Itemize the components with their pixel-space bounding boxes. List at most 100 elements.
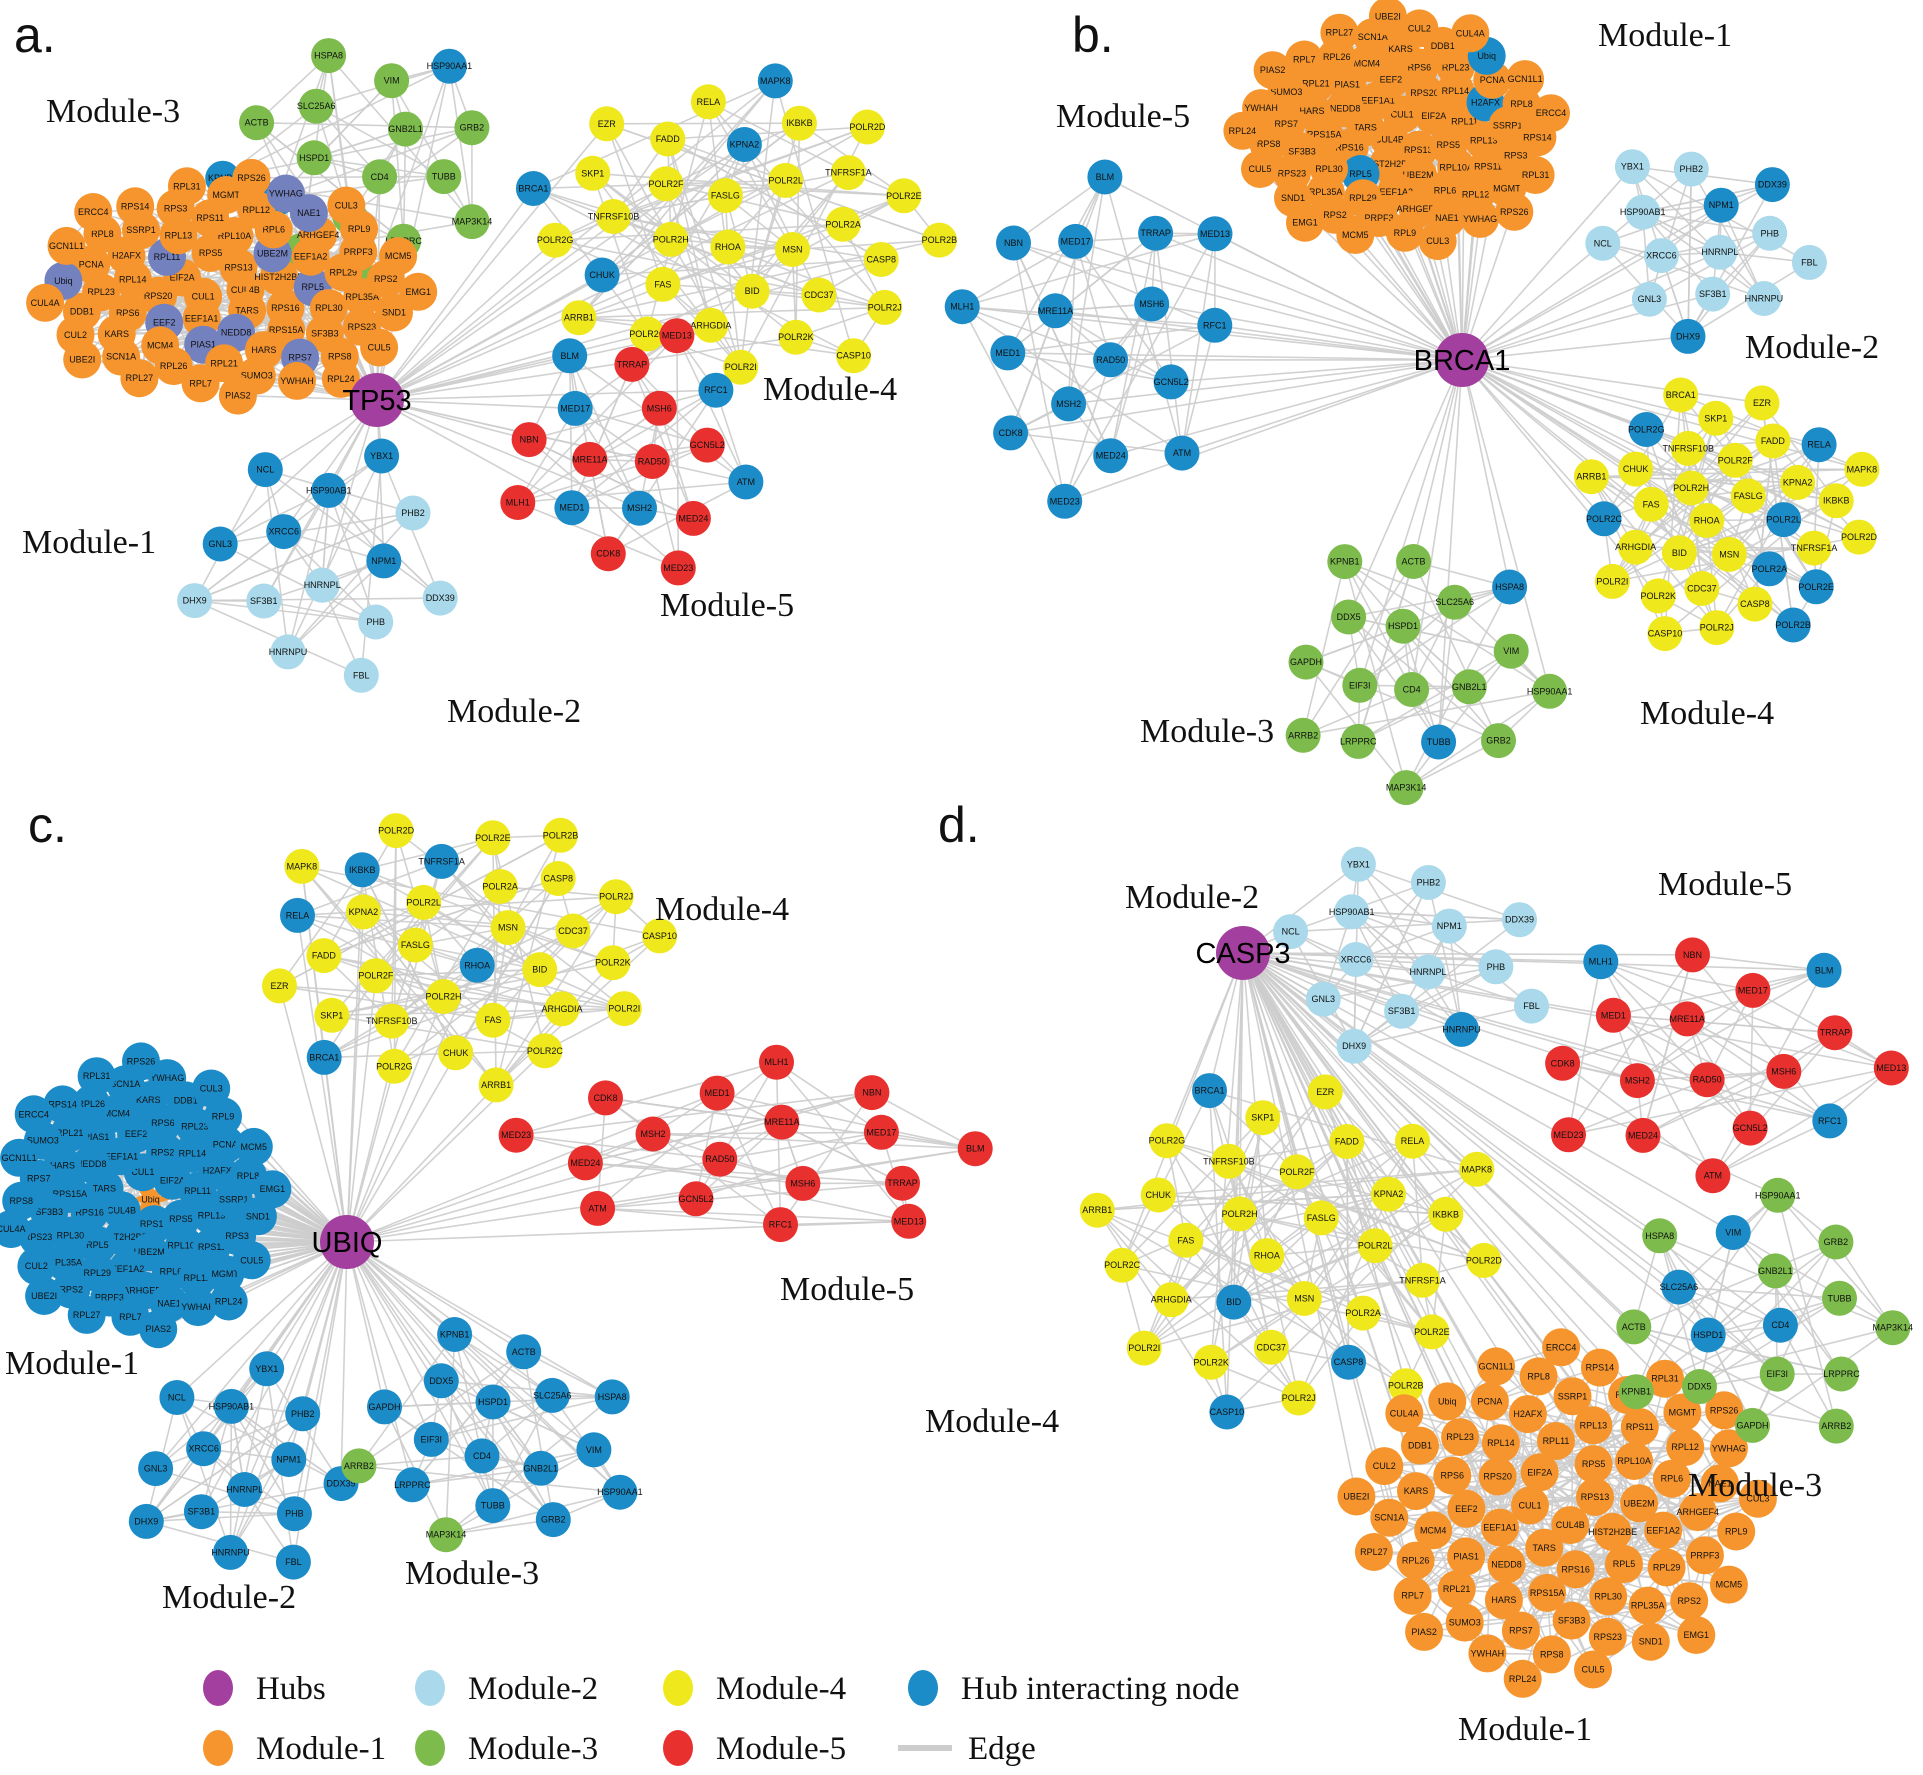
node-MED23[interactable]: MED23	[1047, 483, 1083, 519]
node-GCN1L1[interactable]: GCN1L1	[0, 1138, 39, 1177]
node-CDK8[interactable]: CDK8	[1545, 1045, 1581, 1081]
node-SND1[interactable]: SND1	[1631, 1622, 1670, 1661]
node-CD4[interactable]: CD4	[1394, 672, 1430, 707]
node-VIM[interactable]: VIM	[374, 63, 410, 99]
node-POLR2A[interactable]: POLR2A	[825, 206, 861, 242]
node-MSN[interactable]: MSN	[490, 910, 526, 946]
node-RPS6[interactable]: RPS6	[1433, 1456, 1472, 1495]
node-RHOA[interactable]: RHOA	[1249, 1238, 1285, 1274]
node-YBX1[interactable]: YBX1	[1340, 846, 1376, 882]
node-RPL9[interactable]: RPL9	[1717, 1512, 1756, 1551]
node-ATM[interactable]: ATM	[728, 464, 764, 500]
node-MAP3K14[interactable]: MAP3K14	[452, 204, 493, 240]
node-MCM5[interactable]: MCM5	[379, 237, 418, 276]
node-GNL3[interactable]: GNL3	[1631, 281, 1667, 317]
node-MED13[interactable]: MED13	[1873, 1050, 1909, 1086]
node-BRCA1[interactable]: BRCA1	[306, 1039, 342, 1075]
node-CUL2[interactable]: CUL2	[1365, 1447, 1404, 1486]
node-MED1[interactable]: MED1	[554, 490, 590, 526]
node-GNL3[interactable]: GNL3	[202, 526, 238, 562]
node-MED23[interactable]: MED23	[660, 550, 696, 586]
node-TRRAP[interactable]: TRRAP	[885, 1165, 920, 1201]
node-GRB2[interactable]: GRB2	[535, 1502, 571, 1538]
node-DDX39[interactable]: DDX39	[1754, 167, 1790, 203]
node-BRCA1[interactable]: BRCA1	[1663, 377, 1699, 413]
node-CDC37[interactable]: CDC37	[801, 277, 837, 313]
node-MED1[interactable]: MED1	[699, 1075, 735, 1111]
node-KPNB1[interactable]: KPNB1	[1618, 1374, 1654, 1410]
node-CUL4A[interactable]: CUL4A	[1451, 14, 1490, 53]
node-MCM5[interactable]: MCM5	[1709, 1565, 1748, 1604]
node-FBL[interactable]: FBL	[275, 1544, 311, 1580]
node-NCL[interactable]: NCL	[1585, 225, 1621, 261]
node-RPL30[interactable]: RPL30	[1589, 1577, 1628, 1616]
node-RPS20[interactable]: RPS20	[1478, 1457, 1517, 1496]
node-ARRB1[interactable]: ARRB1	[478, 1067, 514, 1103]
node-MSH2[interactable]: MSH2	[1619, 1063, 1655, 1099]
node-ACTB[interactable]: ACTB	[506, 1334, 542, 1370]
node-SKP1[interactable]: SKP1	[1245, 1100, 1281, 1136]
node-PCNA[interactable]: PCNA	[1470, 1382, 1509, 1421]
node-RAD50[interactable]: RAD50	[1093, 342, 1129, 378]
node-BLM[interactable]: BLM	[1806, 952, 1842, 988]
node-RPL27[interactable]: RPL27	[67, 1295, 106, 1334]
node-DDB1[interactable]: DDB1	[1401, 1426, 1439, 1465]
node-RPL31[interactable]: RPL31	[1516, 156, 1555, 194]
node-DDX5[interactable]: DDX5	[1331, 599, 1367, 635]
node-YWHAG[interactable]: YWHAG	[1461, 199, 1500, 238]
node-HSPD1[interactable]: HSPD1	[296, 140, 332, 176]
node-CASP10[interactable]: CASP10	[1209, 1394, 1245, 1430]
node-PHB[interactable]: PHB	[358, 604, 394, 640]
node-DHX9[interactable]: DHX9	[128, 1503, 164, 1539]
node-ARHGDIA[interactable]: ARHGDIA	[541, 991, 583, 1027]
node-CASP10[interactable]: CASP10	[1647, 616, 1683, 652]
node-NPM1[interactable]: NPM1	[366, 543, 402, 579]
node-MAP3K14[interactable]: MAP3K14	[1386, 770, 1427, 806]
node-BID[interactable]: BID	[1216, 1284, 1252, 1320]
node-MRE11A[interactable]: MRE11A	[572, 441, 607, 477]
node-EMG1[interactable]: EMG1	[253, 1170, 292, 1209]
node-SCN1A[interactable]: SCN1A	[1370, 1498, 1409, 1537]
node-RPS2[interactable]: RPS2	[1670, 1582, 1709, 1621]
node-POLR2L[interactable]: POLR2L	[1766, 502, 1802, 538]
node-DHX9[interactable]: DHX9	[1336, 1028, 1372, 1064]
node-CD4[interactable]: CD4	[362, 159, 398, 195]
node-POLR2E[interactable]: POLR2E	[475, 820, 511, 856]
node-FADD[interactable]: FADD	[1755, 423, 1791, 459]
node-RPS7[interactable]: RPS7	[1501, 1611, 1540, 1650]
node-TNFRSF10B[interactable]: TNFRSF10B	[366, 1003, 418, 1039]
node-VIM[interactable]: VIM	[1715, 1215, 1751, 1250]
node-POLR2A[interactable]: POLR2A	[482, 869, 518, 904]
node-RPS13[interactable]: RPS13	[1576, 1478, 1614, 1516]
node-XRCC6[interactable]: XRCC6	[186, 1431, 222, 1467]
node-DDX39[interactable]: DDX39	[1502, 902, 1537, 938]
node-IKBKB[interactable]: IKBKB	[1818, 483, 1854, 519]
node-TRRAP[interactable]: TRRAP	[1138, 215, 1174, 251]
node-POLR2A[interactable]: POLR2A	[1752, 551, 1788, 587]
node-POLR2G[interactable]: POLR2G	[376, 1048, 413, 1084]
node-MAP3K14[interactable]: MAP3K14	[1873, 1310, 1914, 1346]
node-BRCA1[interactable]: BRCA1	[1192, 1073, 1227, 1109]
node-MED13[interactable]: MED13	[659, 318, 695, 354]
node-GAPDH[interactable]: GAPDH	[1288, 644, 1324, 680]
node-GNL3[interactable]: GNL3	[1305, 981, 1341, 1017]
node-FAS[interactable]: FAS	[645, 266, 681, 302]
node-KPNA2[interactable]: KPNA2	[345, 894, 381, 930]
node-FADD[interactable]: FADD	[1329, 1124, 1365, 1159]
node-GNB2L1[interactable]: GNB2L1	[1757, 1253, 1793, 1289]
node-POLR2D[interactable]: POLR2D	[849, 109, 886, 145]
node-MED13[interactable]: MED13	[891, 1203, 927, 1239]
node-RPL9[interactable]: RPL9	[1385, 213, 1424, 252]
node-EIF3I[interactable]: EIF3I	[413, 1421, 449, 1457]
node-IKBKB[interactable]: IKBKB	[1428, 1196, 1464, 1232]
node-CUL3[interactable]: CUL3	[1418, 222, 1457, 261]
node-MSH6[interactable]: MSH6	[641, 390, 677, 426]
node-CUL3[interactable]: CUL3	[192, 1069, 231, 1108]
node-CDC37[interactable]: CDC37	[1253, 1329, 1289, 1365]
node-MSH6[interactable]: MSH6	[1766, 1053, 1802, 1089]
node-MED17[interactable]: MED17	[1735, 972, 1771, 1008]
node-GCN5L2[interactable]: GCN5L2	[678, 1181, 714, 1217]
node-POLR2A[interactable]: POLR2A	[1345, 1295, 1381, 1331]
node-CASP8[interactable]: CASP8	[1737, 586, 1773, 622]
node-RPL31[interactable]: RPL31	[167, 167, 206, 206]
